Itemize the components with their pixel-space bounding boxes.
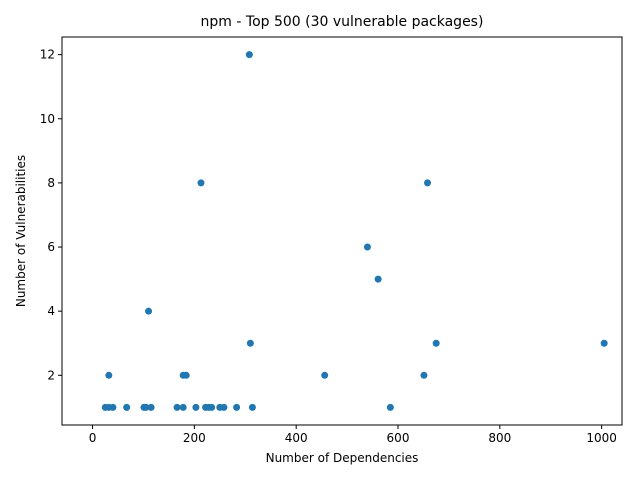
data-point [432, 339, 440, 347]
data-point [386, 403, 394, 411]
data-point [197, 179, 205, 187]
data-point [246, 339, 254, 347]
data-point [321, 371, 329, 379]
y-tick-label: 6 [47, 240, 55, 254]
data-point [220, 403, 228, 411]
y-axis-label: Number of Vulnerabilities [14, 155, 28, 307]
data-point [147, 403, 155, 411]
y-tick-label: 2 [47, 368, 55, 382]
data-point [374, 275, 382, 283]
x-tick-label: 800 [488, 431, 511, 445]
data-point [424, 179, 432, 187]
x-axis-ticks: 0 200 400 600 800 1000 [89, 425, 617, 445]
data-point [192, 403, 200, 411]
data-point [105, 371, 113, 379]
y-tick-label: 8 [47, 176, 55, 190]
x-tick-label: 1000 [586, 431, 617, 445]
x-tick-label: 200 [183, 431, 206, 445]
y-tick-label: 10 [40, 112, 55, 126]
data-point [142, 403, 150, 411]
data-point [182, 371, 190, 379]
y-axis-ticks: 2 4 6 8 10 12 [40, 48, 62, 382]
x-axis-label: Number of Dependencies [266, 451, 419, 465]
y-tick-label: 4 [47, 304, 55, 318]
chart-title: npm - Top 500 (30 vulnerable packages) [201, 14, 484, 30]
data-point [173, 403, 181, 411]
data-point [245, 51, 253, 59]
data-point [208, 403, 216, 411]
x-tick-label: 600 [387, 431, 410, 445]
data-point [600, 339, 608, 347]
x-tick-label: 400 [285, 431, 308, 445]
data-points [101, 51, 608, 411]
data-point [145, 307, 153, 315]
data-point [179, 403, 187, 411]
data-point [233, 403, 241, 411]
y-tick-label: 12 [40, 48, 55, 62]
plot-frame [61, 36, 623, 426]
data-point [109, 403, 117, 411]
data-point [363, 243, 371, 251]
data-point [123, 403, 131, 411]
x-tick-label: 0 [89, 431, 97, 445]
data-point [248, 403, 256, 411]
data-point [420, 371, 428, 379]
